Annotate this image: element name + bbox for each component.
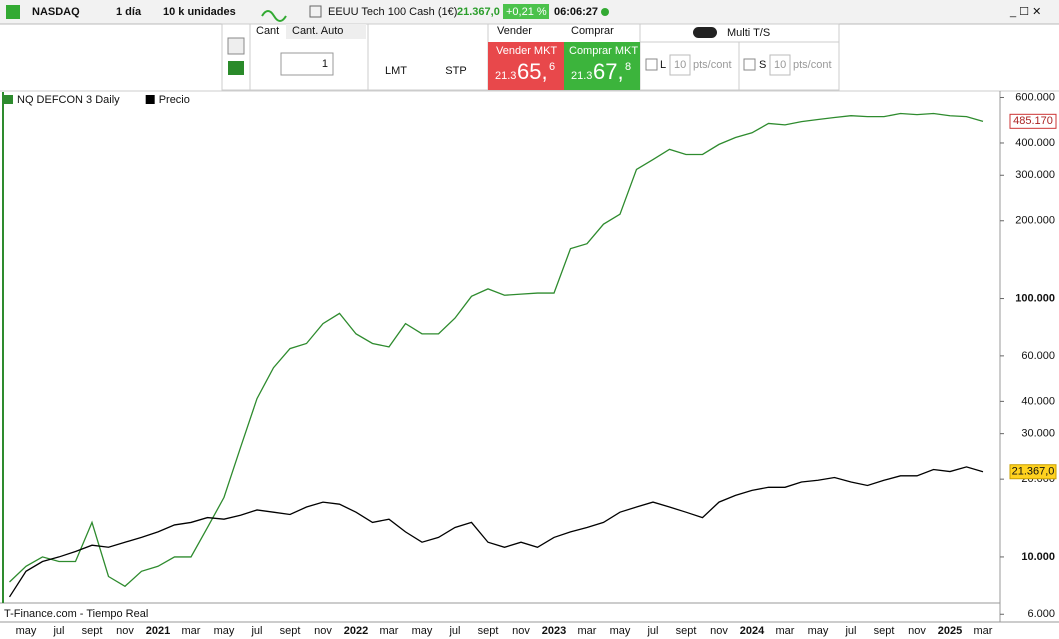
footer: T-Finance.com - Tiempo Real bbox=[4, 608, 148, 620]
stop-checkbox[interactable] bbox=[743, 58, 756, 71]
x-tick-label: may bbox=[412, 625, 433, 637]
legend-label[interactable]: Precio bbox=[159, 94, 190, 106]
x-tick-label: mar bbox=[776, 625, 795, 637]
stop-label: S bbox=[759, 59, 766, 71]
buy-sup[interactable]: 8 bbox=[625, 61, 631, 73]
stop-unit: pts/cont bbox=[793, 59, 832, 71]
buy-prefix[interactable]: 21.3 bbox=[571, 70, 592, 82]
y-tick-label: 100.000 bbox=[1015, 292, 1055, 304]
quantity-input[interactable] bbox=[280, 52, 334, 76]
buy-main[interactable]: 67, bbox=[593, 59, 624, 84]
sell-header: Vender bbox=[497, 25, 532, 37]
last-value-box bbox=[1009, 464, 1057, 480]
x-tick-label: sept bbox=[874, 625, 895, 637]
x-tick-label: sept bbox=[676, 625, 697, 637]
order-panel: Cant Cant. Auto 1 LMT STP Vender Comprar… bbox=[221, 23, 840, 91]
sell-sup[interactable]: 6 bbox=[549, 61, 555, 73]
last-value-label: 21.367,0 bbox=[1012, 466, 1055, 478]
y-tick-label: 400.000 bbox=[1015, 137, 1055, 149]
info-icon[interactable] bbox=[309, 5, 322, 18]
y-tick-label: 30.000 bbox=[1021, 428, 1055, 440]
x-tick-label: sept bbox=[280, 625, 301, 637]
series-line bbox=[8, 466, 984, 598]
cant-auto-label[interactable]: Cant. Auto bbox=[292, 25, 343, 37]
x-tick-label: jul bbox=[646, 625, 658, 637]
change: +0,21 % bbox=[506, 6, 547, 18]
cant-tab[interactable]: Cant bbox=[256, 25, 279, 37]
buy-mkt[interactable]: Comprar MKT bbox=[569, 45, 638, 57]
x-tick-label: sept bbox=[82, 625, 103, 637]
quantity-select[interactable]: 10 k unidades bbox=[163, 6, 236, 18]
instrument: EEUU Tech 100 Cash (1€) bbox=[328, 6, 457, 18]
x-tick-label: jul bbox=[52, 625, 64, 637]
legend-label[interactable]: NQ DEFCON 3 Daily bbox=[17, 94, 120, 106]
cant-auto-tab[interactable] bbox=[286, 24, 366, 39]
x-tick-label: 2023 bbox=[542, 625, 566, 637]
legend-swatch bbox=[4, 95, 13, 104]
x-tick-label: 2021 bbox=[146, 625, 170, 637]
quantity-value[interactable]: 1 bbox=[322, 58, 328, 70]
legend-swatch bbox=[145, 95, 155, 104]
limit-checkbox[interactable] bbox=[645, 58, 658, 71]
y-tick-label: 60.000 bbox=[1021, 350, 1055, 362]
y-tick-label: 200.000 bbox=[1015, 215, 1055, 227]
sell-button[interactable] bbox=[488, 42, 564, 90]
x-tick-label: nov bbox=[710, 625, 728, 637]
x-tick-label: may bbox=[214, 625, 235, 637]
last-value-box bbox=[1009, 113, 1057, 129]
x-tick-label: 2025 bbox=[938, 625, 962, 637]
x-tick-label: may bbox=[16, 625, 37, 637]
x-tick-label: mar bbox=[380, 625, 399, 637]
limit-input[interactable] bbox=[669, 54, 691, 76]
limit-value[interactable]: 10 bbox=[674, 59, 686, 71]
keypad-button[interactable] bbox=[228, 61, 244, 75]
x-tick-label: mar bbox=[974, 625, 993, 637]
x-tick-label: nov bbox=[512, 625, 530, 637]
sell-main[interactable]: 65, bbox=[517, 59, 548, 84]
x-tick-label: 2024 bbox=[740, 625, 765, 637]
timeframe[interactable]: 1 día bbox=[116, 6, 142, 18]
sell-prefix[interactable]: 21.3 bbox=[495, 70, 516, 82]
stp-button[interactable]: STP bbox=[445, 65, 466, 77]
y-tick-label: 300.000 bbox=[1015, 169, 1055, 181]
clock: 06:06:27 bbox=[554, 6, 598, 18]
series-line bbox=[9, 112, 984, 588]
settings-button[interactable] bbox=[227, 37, 245, 55]
stop-input[interactable] bbox=[769, 54, 791, 76]
window-controls[interactable]: _ ☐ ✕ bbox=[1009, 6, 1041, 18]
x-tick-label: mar bbox=[578, 625, 597, 637]
lmt-button[interactable]: LMT bbox=[385, 65, 407, 77]
limit-label: L bbox=[660, 59, 666, 71]
price: 21.367,0 bbox=[457, 6, 500, 18]
x-tick-label: jul bbox=[448, 625, 460, 637]
change-badge bbox=[503, 4, 549, 19]
x-tick-label: nov bbox=[314, 625, 332, 637]
y-tick-label: 40.000 bbox=[1021, 395, 1055, 407]
multi-ts: Multi T/S bbox=[727, 27, 770, 39]
stop-value[interactable]: 10 bbox=[774, 59, 786, 71]
x-tick-label: nov bbox=[116, 625, 134, 637]
x-tick-label: may bbox=[610, 625, 631, 637]
x-tick-label: sept bbox=[478, 625, 499, 637]
sell-mkt[interactable]: Vender MKT bbox=[496, 45, 557, 57]
status-dot bbox=[601, 8, 609, 16]
x-tick-label: may bbox=[808, 625, 829, 637]
x-tick-label: jul bbox=[844, 625, 856, 637]
buy-button[interactable] bbox=[564, 42, 640, 90]
chart-icon[interactable] bbox=[6, 5, 20, 19]
x-tick-label: mar bbox=[182, 625, 201, 637]
y-tick-label: 10.000 bbox=[1021, 551, 1055, 563]
buy-header: Comprar bbox=[571, 25, 614, 37]
symbol[interactable]: NASDAQ bbox=[32, 6, 80, 18]
x-tick-label: 2022 bbox=[344, 625, 368, 637]
limit-unit: pts/cont bbox=[693, 59, 732, 71]
multi-ts-toggle[interactable] bbox=[693, 27, 717, 38]
y-tick-label: 600.000 bbox=[1015, 91, 1055, 103]
indicator-icon[interactable] bbox=[261, 10, 287, 22]
y-tick-label: 6.000 bbox=[1027, 608, 1055, 620]
last-value-label: 485.170 bbox=[1013, 115, 1053, 127]
x-tick-label: nov bbox=[908, 625, 926, 637]
x-tick-label: jul bbox=[250, 625, 262, 637]
